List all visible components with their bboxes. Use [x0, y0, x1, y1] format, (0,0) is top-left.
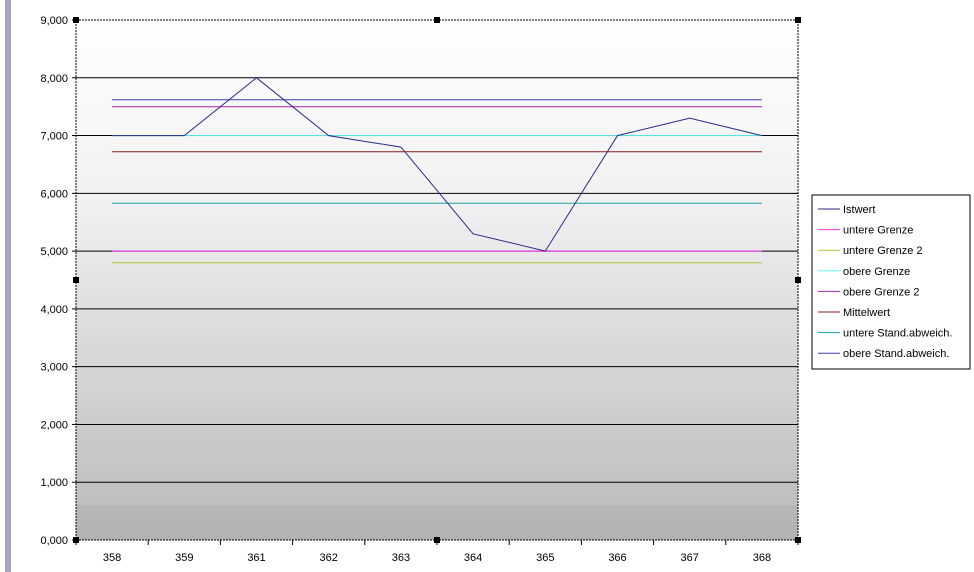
y-tick-label: 7,000	[40, 131, 68, 143]
legend-label: untere Stand.abweich.	[843, 328, 952, 340]
y-tick-label: 3,000	[40, 362, 68, 374]
y-tick-label: 5,000	[40, 246, 68, 258]
y-tick-label: 9,000	[40, 15, 68, 27]
x-tick-label: 367	[681, 552, 699, 564]
y-tick-label: 0,000	[40, 535, 68, 547]
x-tick-label: 363	[392, 552, 410, 564]
x-tick-label: 364	[464, 552, 482, 564]
plot-area-shading	[76, 505, 798, 540]
legend-label: untere Grenze 2	[843, 245, 923, 257]
series-lines	[112, 77, 763, 264]
x-tick-label: 361	[247, 552, 265, 564]
selection-handles[interactable]	[73, 17, 801, 543]
plot-area	[76, 20, 798, 540]
y-tick-label: 4,000	[40, 304, 68, 316]
legend-label: obere Grenze 2	[843, 286, 919, 298]
window-left-border	[5, 0, 11, 572]
y-tick-label: 8,000	[40, 73, 68, 85]
x-tick-label: 362	[320, 552, 338, 564]
x-tick-label: 358	[103, 552, 121, 564]
x-tick-label: 366	[608, 552, 626, 564]
x-axis: 358 359 361 362 363 364 365 366 367 368	[75, 540, 799, 564]
x-tick-label: 359	[175, 552, 193, 564]
y-tick-label: 1,000	[40, 477, 68, 489]
x-tick-label: 365	[536, 552, 554, 564]
legend-label: untere Grenze	[843, 225, 913, 237]
series-line-0	[112, 77, 763, 252]
y-tick-label: 2,000	[40, 419, 68, 431]
legend-label: Mittelwert	[843, 307, 890, 319]
legend-label: obere Grenze	[843, 266, 910, 278]
legend-label: obere Stand.abweich.	[843, 348, 949, 360]
y-axis: 0,000 1,000 2,000 3,000 4,000 5,000 6,000 7,000…	[40, 15, 76, 547]
legend-label: Istwert	[843, 204, 875, 216]
x-tick-label: 368	[753, 552, 771, 564]
legend: Istwert untere Grenze untere Grenze 2 obere…	[818, 204, 952, 360]
legend-box[interactable]	[811, 194, 971, 370]
y-tick-label: 6,000	[40, 188, 68, 200]
